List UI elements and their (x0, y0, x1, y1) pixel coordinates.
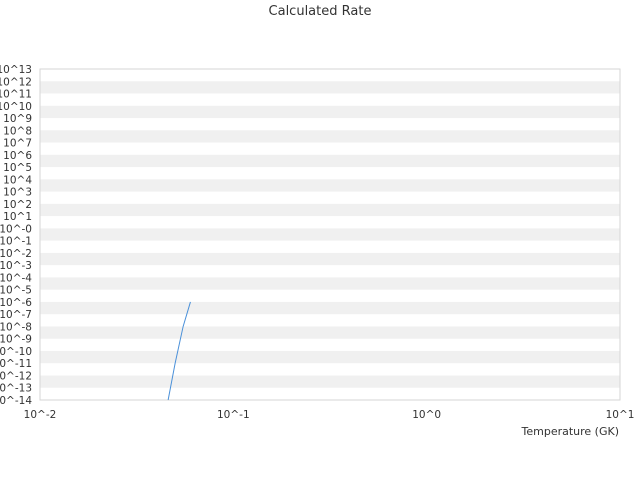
grid-band (40, 252, 620, 266)
y-tick-label: 10^-0 (0, 223, 32, 235)
grid-band (40, 375, 620, 388)
x-tick-label: 10^-2 (24, 409, 57, 421)
plot-border (39, 68, 621, 401)
x-tick-label: 10^1 (606, 409, 635, 421)
y-tick-label: 10^-9 (0, 334, 32, 346)
y-tick-label: 10^-14 (0, 395, 32, 407)
grid-band (40, 326, 620, 339)
y-tick-label: 10^-2 (0, 248, 32, 260)
y-tick-label: 10^-13 (0, 383, 32, 395)
y-tick-label: 10^5 (3, 162, 32, 174)
grid-band (40, 350, 620, 364)
y-tick-label: 10^-12 (0, 370, 32, 382)
y-tick-label: 10^12 (0, 76, 32, 88)
y-tick-label: 10^11 (0, 89, 32, 101)
y-tick-label: 10^-7 (0, 309, 32, 321)
y-tick-label: 10^-3 (0, 260, 32, 272)
y-tick-label: 10^-1 (0, 236, 32, 248)
grid-band (40, 203, 620, 217)
y-tick-label: 10^-11 (0, 358, 32, 370)
y-tick-label: 10^-5 (0, 285, 32, 297)
y-tick-label: 10^2 (3, 199, 32, 211)
chart-title: Calculated Rate (268, 4, 372, 19)
y-tick-label: 10^1 (3, 211, 32, 223)
y-tick-label: 10^13 (0, 64, 32, 76)
y-tick-label: 10^6 (3, 150, 32, 162)
y-tick-label: 10^8 (3, 125, 32, 137)
grid-band (40, 154, 620, 168)
y-tick-label: 10^3 (3, 187, 32, 199)
x-tick-label: 10^-1 (217, 409, 250, 421)
x-tick-label: 10^0 (412, 409, 441, 421)
y-tick-label: 10^4 (3, 174, 32, 186)
grid-band (40, 228, 620, 241)
y-tick-label: 10^10 (0, 101, 32, 113)
grid-band (40, 179, 620, 192)
grid-band (40, 277, 620, 290)
y-tick-label: 10^7 (3, 138, 32, 150)
grid-band (40, 81, 620, 94)
y-tick-label: 10^-4 (0, 272, 32, 284)
grid-band (40, 301, 620, 315)
y-tick-label: 10^-10 (0, 346, 32, 358)
y-tick-label: 10^9 (3, 113, 32, 125)
grid-band (40, 105, 620, 119)
x-axis-label: Temperature (GK) (521, 425, 620, 438)
series-line (167, 301, 191, 401)
y-tick-label: 10^-8 (0, 321, 32, 333)
grid-band (40, 130, 620, 143)
y-tick-label: 10^-6 (0, 297, 32, 309)
